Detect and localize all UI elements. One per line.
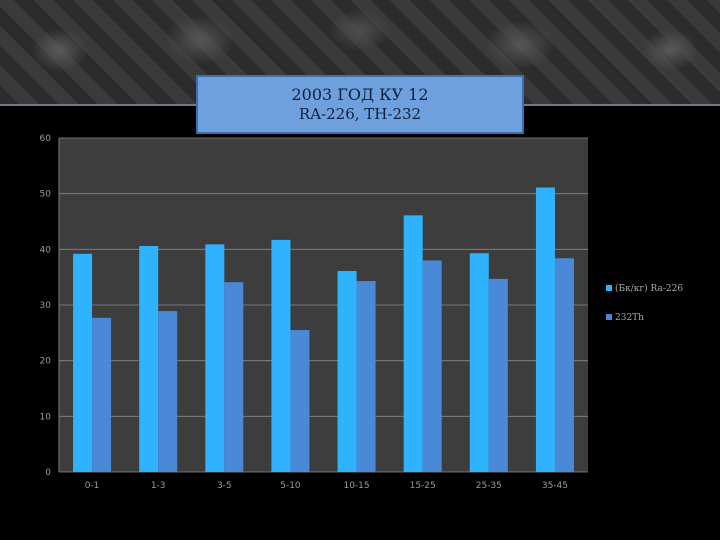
x-tick-label: 10-15: [343, 481, 369, 491]
bar-th232: [158, 311, 178, 472]
chart-title-line1: 2003 ГОД КУ 12: [291, 85, 429, 105]
x-tick-label: 3-5: [217, 481, 232, 491]
bar-th232: [356, 281, 376, 472]
legend-swatch: [606, 314, 612, 320]
x-tick-label: 5-10: [280, 481, 301, 491]
y-tick-label: 40: [40, 245, 52, 255]
x-tick-label: 35-45: [542, 481, 568, 491]
legend-swatch: [606, 285, 612, 291]
bar-th232: [554, 258, 574, 472]
bar-ra226: [205, 244, 225, 472]
y-tick-label: 50: [40, 190, 52, 200]
legend-label: (Бк/кг) Ra-226: [615, 283, 683, 294]
chart-title-box: 2003 ГОД КУ 12 RA-226, TH-232: [196, 75, 524, 134]
bar-th232: [92, 317, 112, 472]
x-tick-label: 1-3: [151, 481, 166, 491]
y-tick-label: 30: [40, 301, 52, 311]
bar-ra226: [469, 253, 489, 472]
bar-th232: [224, 282, 244, 472]
x-tick-label: 0-1: [85, 481, 100, 491]
x-tick-label: 25-35: [476, 481, 502, 491]
bar-th232: [422, 260, 442, 472]
bar-th232: [488, 278, 508, 472]
bar-ra226: [139, 245, 159, 472]
chart-title-line2: RA-226, TH-232: [298, 105, 422, 124]
bar-ra226: [73, 253, 93, 472]
bar-ra226: [403, 215, 423, 473]
x-tick-label: 15-25: [410, 481, 436, 491]
decorative-banner: [0, 0, 720, 105]
y-tick-label: 60: [40, 134, 52, 144]
y-tick-label: 0: [45, 468, 51, 478]
y-tick-label: 20: [40, 357, 52, 367]
bar-ra226: [337, 271, 357, 472]
legend-label: 232Th: [615, 313, 644, 323]
bar-th232: [290, 330, 310, 472]
bar-ra226: [535, 187, 555, 472]
bar-ra226: [271, 239, 291, 472]
y-tick-label: 10: [40, 412, 52, 422]
